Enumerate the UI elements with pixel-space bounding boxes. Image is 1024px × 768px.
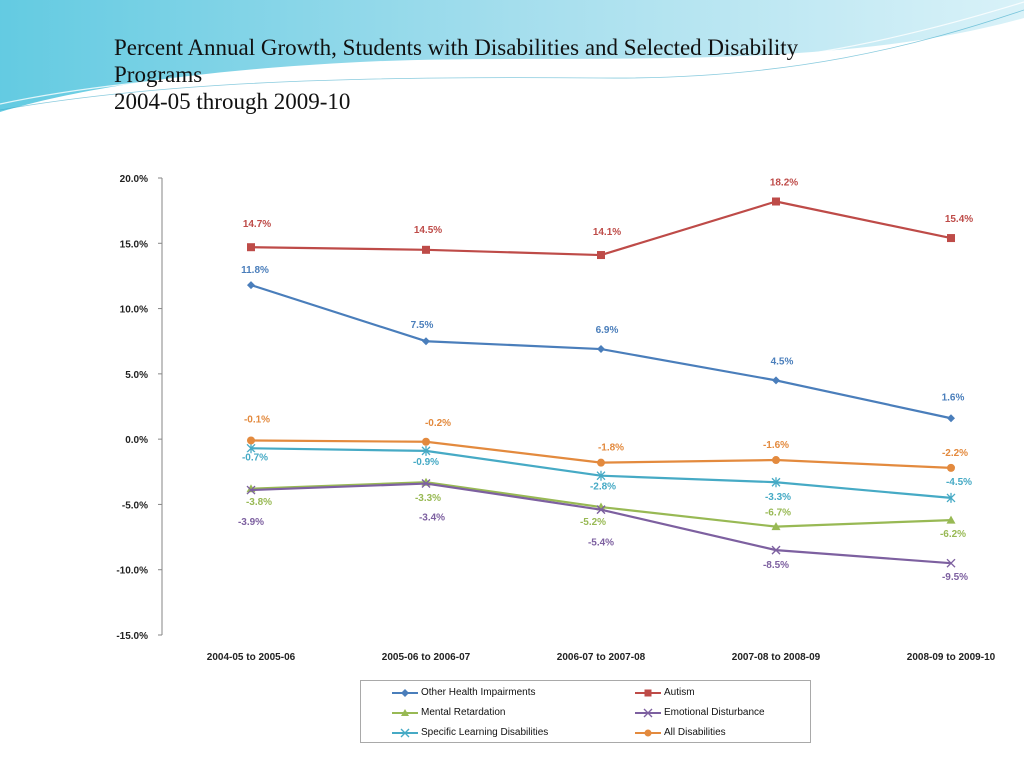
data-label-emotional-disturbance: -3.4%: [419, 513, 445, 524]
legend-marker: [400, 728, 410, 738]
legend-swatch: [635, 689, 661, 697]
legend-swatch: [392, 709, 418, 716]
data-label-other-health-impairments: 4.5%: [771, 356, 794, 367]
data-point-emotional-disturbance: [421, 479, 431, 489]
data-point-autism: [422, 245, 430, 254]
y-tick-label: 15.0%: [120, 239, 148, 250]
data-label-autism: 14.1%: [593, 227, 621, 238]
data-label-mental-retardation: -5.2%: [580, 517, 606, 528]
x-tick-label: 2008-09 to 2009-10: [907, 652, 996, 663]
legend-swatch: [635, 708, 661, 718]
x-tick-label: 2007-08 to 2008-09: [732, 652, 821, 663]
data-label-specific-learning-disabilities: -2.8%: [590, 482, 616, 493]
data-point-other-health-impairments: [947, 414, 955, 423]
data-label-specific-learning-disabilities: -0.7%: [242, 452, 268, 463]
data-point-emotional-disturbance: [596, 505, 606, 515]
data-point-other-health-impairments: [247, 281, 255, 290]
data-label-all-disabilities: -0.2%: [425, 418, 451, 429]
data-label-mental-retardation: -6.7%: [765, 508, 791, 519]
data-point-other-health-impairments: [597, 345, 605, 354]
data-point-autism: [772, 197, 780, 206]
title-line: Percent Annual Growth, Students with Dis…: [114, 35, 799, 60]
header-wave: [0, 0, 1024, 112]
y-tick-label: -10.0%: [116, 566, 148, 577]
legend-swatch: [392, 689, 418, 697]
y-tick-label: 20.0%: [120, 174, 148, 185]
legend-label: Specific Learning Disabilities: [421, 727, 549, 738]
data-point-emotional-disturbance: [246, 485, 256, 495]
data-label-emotional-disturbance: -3.9%: [238, 517, 264, 528]
legend-label: Mental Retardation: [421, 707, 506, 718]
legend-label: Autism: [664, 687, 695, 698]
y-tick-label: -5.0%: [122, 500, 148, 511]
chart-legend: Other Health Impairments Autism Mental Ret…: [360, 680, 811, 743]
title-line: Programs: [114, 62, 203, 87]
legend-marker: [644, 729, 652, 737]
data-label-specific-learning-disabilities: -4.5%: [946, 477, 972, 488]
data-point-all-disabilities: [247, 436, 255, 445]
data-point-all-disabilities: [422, 437, 430, 446]
data-label-emotional-disturbance: -8.5%: [763, 560, 789, 571]
subtitle-line: 2004-05 through 2009-10: [114, 89, 351, 114]
data-label-autism: 15.4%: [945, 214, 973, 225]
data-label-other-health-impairments: 6.9%: [596, 325, 619, 336]
y-tick-label: 5.0%: [125, 370, 148, 381]
legend-swatch: [635, 729, 661, 737]
data-label-autism: 14.7%: [243, 219, 271, 230]
data-point-specific-learning-disabilities: [771, 477, 781, 488]
data-point-mental-retardation: [946, 515, 956, 524]
data-label-mental-retardation: -3.3%: [415, 493, 441, 504]
x-tick-label: 2004-05 to 2005-06: [207, 652, 296, 663]
y-tick-label: 10.0%: [120, 305, 148, 316]
data-point-specific-learning-disabilities: [946, 492, 956, 503]
data-point-other-health-impairments: [772, 376, 780, 385]
data-point-autism: [947, 234, 955, 243]
data-point-other-health-impairments: [422, 337, 430, 346]
data-point-all-disabilities: [597, 458, 605, 467]
legend-marker: [401, 689, 409, 697]
legend-marker: [643, 708, 653, 718]
data-label-emotional-disturbance: -5.4%: [588, 538, 614, 549]
data-label-emotional-disturbance: -9.5%: [942, 572, 968, 583]
data-point-emotional-disturbance: [946, 558, 956, 568]
legend-swatch: [392, 728, 418, 738]
data-label-autism: 18.2%: [770, 178, 798, 189]
data-label-all-disabilities: -1.6%: [763, 440, 789, 451]
data-label-all-disabilities: -1.8%: [598, 443, 624, 454]
data-label-other-health-impairments: 7.5%: [411, 320, 434, 331]
data-label-specific-learning-disabilities: -3.3%: [765, 492, 791, 503]
legend-marker: [401, 709, 409, 716]
y-tick-label: -15.0%: [116, 631, 148, 642]
data-point-emotional-disturbance: [771, 545, 781, 555]
data-label-other-health-impairments: 11.8%: [241, 265, 269, 276]
data-label-other-health-impairments: 1.6%: [942, 392, 965, 403]
data-label-specific-learning-disabilities: -0.9%: [413, 457, 439, 468]
data-label-mental-retardation: -6.2%: [940, 529, 966, 540]
header-wave-line: [0, 9, 1024, 111]
slide-title: Percent Annual Growth, Students with Dis…: [114, 34, 974, 115]
data-point-specific-learning-disabilities: [246, 443, 256, 454]
data-label-autism: 14.5%: [414, 225, 442, 236]
data-label-all-disabilities: -2.2%: [942, 448, 968, 459]
data-point-autism: [597, 251, 605, 260]
data-label-mental-retardation: -3.8%: [246, 497, 272, 508]
data-point-specific-learning-disabilities: [596, 470, 606, 481]
data-label-all-disabilities: -0.1%: [244, 414, 270, 425]
legend-marker: [644, 689, 652, 697]
legend-label: All Disabilities: [664, 727, 726, 738]
legend-label: Emotional Disturbance: [664, 707, 765, 718]
x-tick-label: 2006-07 to 2007-08: [557, 652, 646, 663]
legend-label: Other Health Impairments: [421, 687, 536, 698]
data-point-all-disabilities: [772, 456, 780, 465]
y-tick-label: 0.0%: [125, 435, 148, 446]
data-point-all-disabilities: [947, 463, 955, 472]
data-point-autism: [247, 243, 255, 252]
data-point-mental-retardation: [771, 522, 781, 531]
x-tick-label: 2005-06 to 2006-07: [382, 652, 471, 663]
data-point-specific-learning-disabilities: [421, 445, 431, 456]
header-wave-line: [0, 1, 1024, 105]
